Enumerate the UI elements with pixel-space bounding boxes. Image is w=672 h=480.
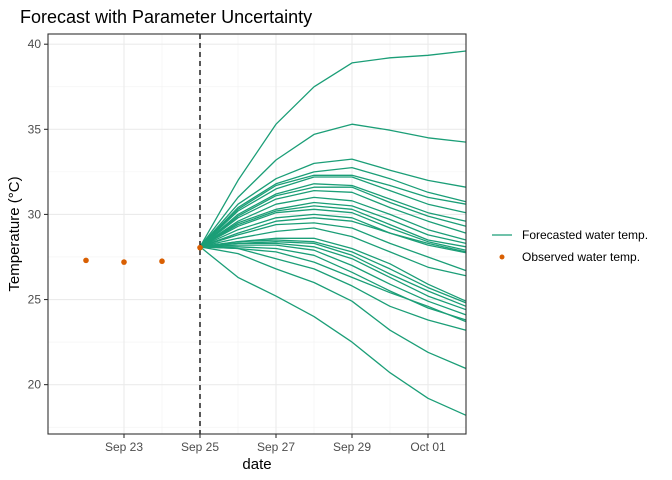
y-tick-label: 20 (28, 378, 42, 392)
plot-border (47, 33, 467, 435)
x-tick-label: Oct 01 (410, 440, 446, 454)
observed-point (197, 244, 203, 251)
forecast-line (199, 196, 467, 248)
x-tick-label: Sep 27 (257, 440, 295, 454)
legend-label-observed: Observed water temp. (522, 250, 640, 264)
forecast-line (199, 217, 467, 253)
y-axis: 20 25 30 35 40 (28, 37, 48, 392)
y-tick-label: 30 (28, 207, 42, 221)
forecast-line (199, 189, 467, 248)
forecast-line (199, 239, 467, 304)
forecast-line (199, 246, 467, 370)
observed-point (159, 258, 165, 265)
forecast-lines (199, 50, 467, 416)
y-tick-label: 40 (28, 37, 42, 51)
forecast-line (199, 186, 467, 248)
forecast-line (199, 123, 467, 248)
forecast-line (199, 183, 467, 248)
forecast-line (199, 174, 467, 248)
forecast-line (199, 213, 467, 254)
forecast-line (199, 246, 467, 416)
x-tick-label: Sep 29 (333, 440, 371, 454)
x-tick-label: Sep 23 (105, 440, 143, 454)
forecast-line (199, 246, 467, 323)
forecast-line (199, 222, 467, 272)
minor-gridlines (48, 34, 466, 434)
forecast-line (199, 246, 467, 331)
observed-point (83, 257, 89, 264)
forecast-line (200, 246, 467, 321)
x-axis-title: date (242, 456, 271, 473)
forecast-line (199, 50, 467, 248)
observed-points (83, 244, 203, 265)
chart-title: Forecast with Parameter Uncertainty (20, 7, 312, 27)
y-tick-label: 25 (28, 293, 42, 307)
forecast-line (199, 242, 467, 311)
forecast-line (199, 201, 467, 248)
forecast-line (199, 158, 467, 248)
legend-label-forecast: Forecasted water temp. (522, 228, 648, 242)
y-tick-label: 35 (28, 122, 42, 136)
legend: Forecasted water temp. Observed water te… (492, 228, 648, 264)
observed-point (121, 259, 127, 265)
forecast-line (199, 166, 467, 248)
plot-panel (47, 33, 467, 435)
plot-background (48, 34, 466, 434)
legend-key-observed (499, 254, 505, 260)
forecast-line (199, 227, 467, 277)
x-axis: Sep 23 Sep 25 Sep 27 Sep 29 Oct 01 (105, 434, 446, 454)
forecast-line (199, 205, 467, 248)
forecast-line (199, 176, 467, 248)
x-tick-label: Sep 25 (181, 440, 219, 454)
forecast-line (199, 244, 467, 316)
y-axis-title: Temperature (°C) (6, 176, 23, 291)
forecast-line (199, 208, 467, 251)
